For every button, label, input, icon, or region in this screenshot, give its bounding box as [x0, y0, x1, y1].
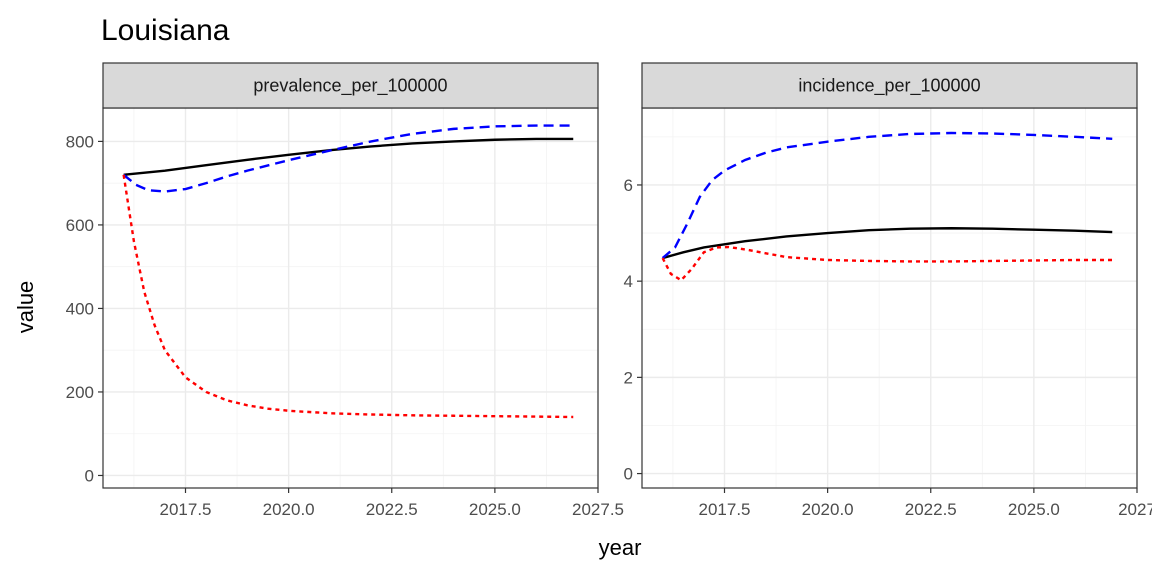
y-tick-label: 800 [66, 132, 94, 151]
x-tick-label: 2027 [1118, 500, 1152, 519]
chart-title: Louisiana [101, 14, 230, 47]
x-tick-label: 2022.5 [366, 500, 418, 519]
y-tick-label: 600 [66, 216, 94, 235]
series-line-3 [661, 245, 1113, 282]
series-line-1 [662, 227, 1113, 260]
y-tick-label: 200 [66, 383, 94, 402]
facet-strip [641, 62, 1138, 109]
facet-strip-label: incidence_per_100000 [798, 76, 980, 97]
x-tick-label: 2020.0 [802, 500, 854, 519]
y-tick-label: 0 [624, 465, 633, 484]
x-tick-label: 2027.5 [572, 500, 624, 519]
series-line-3 [122, 174, 574, 419]
x-tick-label: 2020.0 [263, 500, 315, 519]
panel-background [103, 108, 598, 488]
y-tick-label: 2 [624, 368, 633, 387]
x-tick-label: 2022.5 [905, 500, 957, 519]
y-tick-label: 6 [624, 176, 633, 195]
x-tick-label: 2025.0 [1008, 500, 1060, 519]
facet-panels: prevalence_per_100000 2017.5 2020.0 2022.5 2… [66, 62, 1152, 519]
y-axis-title: value [13, 281, 38, 334]
y-tick-label: 400 [66, 299, 94, 318]
x-tick-label: 2025.0 [469, 500, 521, 519]
facet-strip [102, 62, 599, 109]
x-tick-label: 2017.5 [160, 500, 212, 519]
x-axis-title: year [599, 535, 642, 560]
series-line-1 [123, 137, 574, 177]
facet-strip-label: prevalence_per_100000 [253, 76, 447, 97]
panel-background [642, 108, 1137, 488]
facet-prevalence_per_100000: prevalence_per_100000 2017.5 2020.0 2022.5 2… [66, 62, 624, 519]
x-tick-label: 2017.5 [699, 500, 751, 519]
series-line-2 [122, 124, 574, 193]
y-tick-label: 4 [624, 272, 633, 291]
y-tick-label: 0 [85, 466, 94, 485]
